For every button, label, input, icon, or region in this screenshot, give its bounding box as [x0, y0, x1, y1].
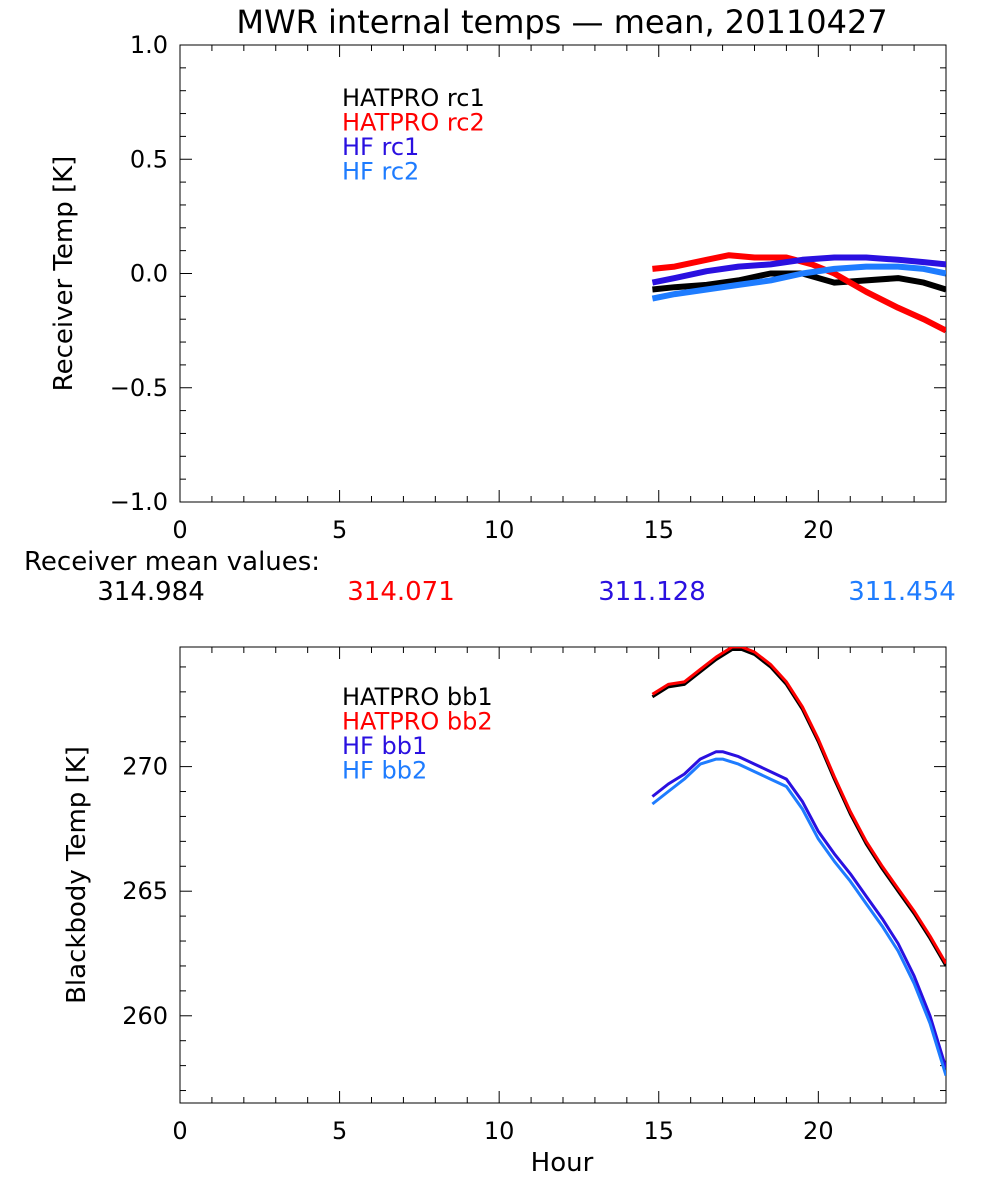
receiver-legend-entry: HATPRO rc2 [342, 109, 485, 137]
blackbody-legend-entry: HF bb2 [342, 757, 427, 785]
receiver-temp-panel: 0 5 10 15 20 −1.0 −0.5 0.0 0.5 1.0 Receiver Temp [… [49, 31, 947, 544]
receiver-legend-entry: HATPRO rc1 [342, 84, 485, 112]
blackbody-legend-entry: HF bb1 [342, 732, 427, 760]
receiver-x-tick-label: 5 [332, 516, 347, 544]
blackbody-x-tick-label: 10 [484, 1117, 515, 1145]
mean-values-label: Receiver mean values: [24, 547, 320, 577]
receiver-y-tick-label: −1.0 [110, 488, 168, 516]
blackbody-series-line-2 [651, 647, 946, 965]
blackbody-legend-entry: HATPRO bb2 [342, 708, 493, 736]
blackbody-x-tick-label: 5 [332, 1117, 347, 1145]
receiver-y-tick-label: 0.0 [130, 260, 168, 288]
blackbody-x-tick-label: 20 [803, 1117, 834, 1145]
mean-value: 311.454 [848, 577, 956, 607]
receiver-series-line-3 [651, 254, 946, 286]
receiver-x-tick-label: 15 [643, 516, 674, 544]
receiver-x-tick-label: 20 [803, 516, 834, 544]
receiver-y-tick-label: 0.5 [130, 145, 168, 173]
blackbody-series-line-1 [651, 648, 946, 967]
receiver-y-tick-label: −0.5 [110, 374, 168, 402]
blackbody-legend-entry: HATPRO bb1 [342, 683, 493, 711]
blackbody-x-tick-label: 15 [643, 1117, 674, 1145]
blackbody-temp-panel: 0 5 10 15 20 260 265 270 Blackbody Temp [K] Hour H… [62, 646, 947, 1178]
blackbody-y-axis-label: Blackbody Temp [K] [62, 746, 92, 1004]
receiver-y-tick-label: 1.0 [130, 31, 168, 59]
blackbody-x-tick-label: 0 [172, 1117, 187, 1145]
mean-values-row: 314.984 314.071 311.128 311.454 [97, 577, 956, 607]
blackbody-y-tick-label: 270 [122, 753, 168, 781]
receiver-series-line-4 [651, 263, 946, 302]
figure-title: MWR internal temps — mean, 20110427 [236, 3, 887, 41]
blackbody-x-axis-label: Hour [531, 1148, 594, 1178]
blackbody-plot-frame [179, 646, 947, 1104]
blackbody-y-tick-label: 260 [122, 1002, 168, 1030]
blackbody-y-tick-label: 265 [122, 877, 168, 905]
mean-value: 311.128 [598, 577, 706, 607]
receiver-legend-entry: HF rc2 [342, 158, 419, 186]
receiver-x-tick-label: 10 [484, 516, 515, 544]
mean-value: 314.984 [97, 577, 205, 607]
receiver-x-tick-label: 0 [172, 516, 187, 544]
receiver-y-axis-label: Receiver Temp [K] [49, 156, 79, 392]
blackbody-series-line-3 [651, 750, 946, 1069]
receiver-legend-entry: HF rc1 [342, 133, 419, 161]
mean-value: 314.071 [347, 577, 455, 607]
blackbody-series-line-4 [651, 757, 946, 1077]
